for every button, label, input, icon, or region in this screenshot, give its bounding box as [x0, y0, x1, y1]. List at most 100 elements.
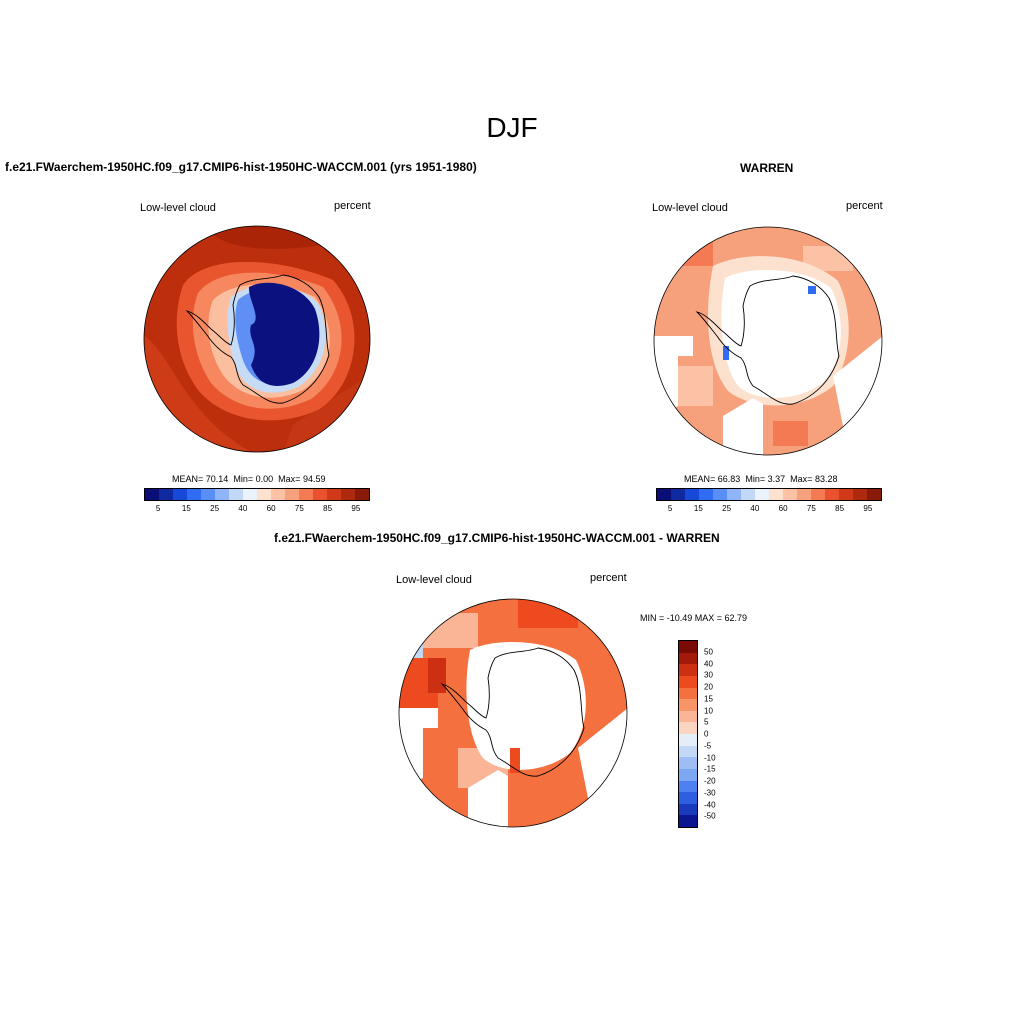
- panel1-colorbar-tick-label: 40: [238, 504, 248, 513]
- panel2-colorbar-tick-label: 60: [778, 504, 788, 513]
- panel2-colorbar-swatch: [783, 489, 797, 500]
- panel2-variable-label: Low-level cloud: [652, 202, 728, 214]
- panel2-colorbar-swatch: [825, 489, 839, 500]
- panel2-colorbar-swatch: [727, 489, 741, 500]
- panel1-variable-label: Low-level cloud: [140, 202, 216, 214]
- panel2-colorbar-swatch: [811, 489, 825, 500]
- panel2-colorbar-swatch: [671, 489, 685, 500]
- panel3-colorbar-tick-label: -20: [704, 776, 716, 786]
- panel3-colorbar-swatch: [679, 722, 697, 734]
- panel1-colorbar-swatch: [355, 489, 369, 500]
- panel2-colorbar-tick-label: 5: [667, 504, 673, 513]
- panel2-units-label: percent: [846, 200, 883, 212]
- panel3-title: f.e21.FWaerchem-1950HC.f09_g17.CMIP6-his…: [274, 531, 720, 545]
- panel2-colorbar-swatch: [685, 489, 699, 500]
- panel1-colorbar-swatch: [187, 489, 201, 500]
- panel3-variable-label: Low-level cloud: [396, 574, 472, 586]
- panel3-colorbar-swatch: [679, 803, 697, 816]
- panel2-colorbar-ticks: 5 15 25 40 60 75 85 95: [656, 504, 882, 516]
- panel1-colorbar-swatch: [159, 489, 173, 500]
- panel1-colorbar-tick-label: 15: [181, 504, 191, 513]
- panel3-colorbar: [678, 640, 698, 828]
- panel1-stats: MEAN= 70.14 Min= 0.00 Max= 94.59: [172, 474, 325, 484]
- panel1-colorbar-ticks: 5 15 25 40 60 75 85 95: [144, 504, 370, 516]
- panel2-title: WARREN: [740, 161, 794, 175]
- panel2-mean-label: MEAN=: [684, 474, 716, 484]
- panel3-colorbar-ticks: 50 40 30 20 15 10 5 0 -5 -10 -15 -20 -30 -40 -50: [704, 640, 744, 828]
- panel3-colorbar-tick-label: -40: [704, 800, 716, 809]
- panel1-colorbar-swatch: [299, 489, 313, 500]
- panel3-colorbar-tick-label: 0: [704, 729, 709, 739]
- panel1-colorbar-tick-label: 95: [351, 504, 361, 513]
- panel2-polar-map: [653, 226, 883, 456]
- panel3-colorbar-swatch: [679, 687, 697, 700]
- panel3-colorbar-tick-label: -10: [704, 753, 716, 762]
- panel3-colorbar-swatch: [679, 745, 697, 758]
- panel2-max-label: Max=: [790, 474, 813, 484]
- panel2-min-value: 3.37: [767, 474, 786, 484]
- panel1-colorbar-tick-label: 60: [266, 504, 276, 513]
- panel3-colorbar-tick-label: -30: [704, 788, 716, 798]
- panel3-colorbar-swatch: [679, 641, 697, 653]
- panel3-colorbar-tick-label: 40: [704, 659, 713, 668]
- panel3-colorbar-tick-label: -50: [704, 811, 716, 821]
- panel1-colorbar-swatch: [285, 489, 299, 500]
- panel1-colorbar-swatch: [257, 489, 271, 500]
- panel1-title: f.e21.FWaerchem-1950HC.f09_g17.CMIP6-his…: [5, 160, 477, 174]
- panel2-colorbar-swatch: [769, 489, 783, 500]
- panel1-colorbar-swatch: [243, 489, 257, 500]
- panel3-colorbar-swatch: [679, 734, 697, 746]
- panel3-colorbar-tick-label: 20: [704, 682, 713, 692]
- panel1-colorbar-tick-label: 5: [155, 504, 161, 513]
- panel3-colorbar-swatch: [679, 699, 697, 711]
- panel1-colorbar-tick-label: 85: [323, 504, 333, 513]
- panel1-colorbar-tick-label: 75: [294, 504, 304, 513]
- panel2-colorbar-swatch: [699, 489, 713, 500]
- panel2-colorbar-swatch: [713, 489, 727, 500]
- panel3-colorbar-swatch: [679, 792, 697, 804]
- panel1-mean-value: 70.14: [205, 474, 229, 484]
- panel1-colorbar-swatch: [229, 489, 243, 500]
- panel1-max-value: 94.59: [302, 474, 326, 484]
- panel1-colorbar-tick-label: 25: [210, 504, 220, 513]
- panel3-colorbar-tick-label: 5: [704, 717, 709, 727]
- panel1-colorbar-swatch: [341, 489, 355, 500]
- panel2-colorbar-swatch: [797, 489, 811, 500]
- panel2-colorbar-swatch: [755, 489, 769, 500]
- panel2-colorbar-tick-label: 15: [693, 504, 703, 513]
- panel1-min-value: 0.00: [255, 474, 274, 484]
- figure-title: DJF: [486, 112, 538, 143]
- panel2-min-label: Min=: [745, 474, 766, 484]
- panel1-colorbar-swatch: [327, 489, 341, 500]
- panel3-colorbar-swatch: [679, 757, 697, 769]
- panel3-colorbar-swatch: [679, 780, 697, 793]
- panel3-colorbar-swatch: [679, 768, 697, 781]
- panel2-stats: MEAN= 66.83 Min= 3.37 Max= 83.28: [684, 474, 837, 484]
- panel2-colorbar-tick-label: 75: [806, 504, 816, 513]
- panel1-colorbar-swatch: [215, 489, 229, 500]
- panel1-max-label: Max=: [278, 474, 301, 484]
- panel2-colorbar-tick-label: 25: [722, 504, 732, 513]
- panel3-colorbar-tick-label: -5: [704, 741, 712, 751]
- panel1-colorbar-swatch: [313, 489, 327, 500]
- panel3-range-text: MIN = -10.49 MAX = 62.79: [640, 613, 748, 623]
- panel3-polar-map: [398, 598, 628, 828]
- panel1-units-label: percent: [334, 200, 371, 212]
- panel2-colorbar-swatch: [867, 489, 881, 500]
- panel3-units-label: percent: [590, 572, 627, 584]
- panel3-colorbar-tick-label: 10: [704, 706, 713, 715]
- panel1-polar-map: [143, 225, 371, 453]
- panel1-colorbar: [144, 488, 370, 501]
- panel3-colorbar-swatch: [679, 710, 697, 723]
- panel3-colorbar-swatch: [679, 675, 697, 688]
- panel1-colorbar-swatch: [271, 489, 285, 500]
- panel2-colorbar-tick-label: 40: [750, 504, 760, 513]
- panel2-colorbar-swatch: [839, 489, 853, 500]
- panel2-mean-value: 66.83: [717, 474, 741, 484]
- panel1-min-label: Min=: [233, 474, 254, 484]
- panel3-colorbar-tick-label: 30: [704, 670, 713, 680]
- panel2-colorbar-swatch: [657, 489, 671, 500]
- panel3-colorbar-tick-label: -15: [704, 764, 716, 774]
- panel2-colorbar-swatch: [741, 489, 755, 500]
- panel2-colorbar: [656, 488, 882, 501]
